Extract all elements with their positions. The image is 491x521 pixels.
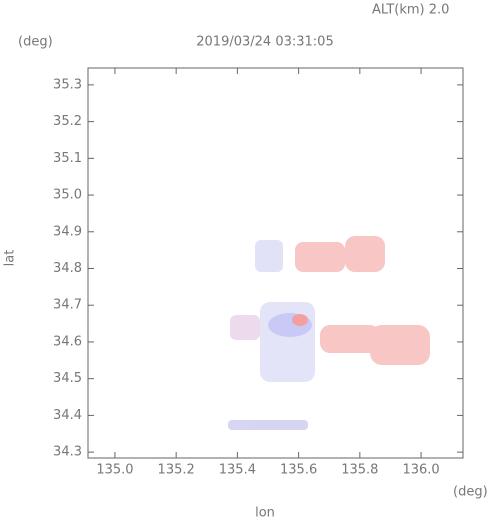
y-tick-label: 34.9 (53, 224, 82, 239)
y-tick-label: 34.6 (53, 334, 82, 349)
x-tick-label: 135.4 (219, 463, 256, 478)
echo (295, 242, 345, 272)
echo (370, 325, 430, 365)
y-tick-label: 34.7 (53, 298, 82, 313)
echo (228, 420, 308, 430)
x-tick-label: 135.8 (341, 463, 378, 478)
y-tick-label: 35.2 (53, 114, 82, 129)
y-tick-label: 35.1 (53, 151, 82, 166)
y-tick-label: 34.3 (53, 445, 82, 460)
y-axis-label: lat (3, 250, 18, 267)
y-tick-label: 34.4 (53, 408, 82, 423)
y-tick-label: 34.8 (53, 261, 82, 276)
echo (255, 240, 283, 272)
echo (230, 315, 260, 340)
y-tick-label: 35.3 (53, 77, 82, 92)
echo (345, 236, 385, 272)
x-unit: (deg) (453, 485, 488, 500)
x-axis-label: lon (255, 506, 275, 521)
y-tick-label: 35.0 (53, 188, 82, 203)
x-tick-label: 135.6 (280, 463, 317, 478)
x-tick-label: 135.2 (158, 463, 195, 478)
altitude-label: ALT(km) 2.0 (372, 3, 449, 18)
echo (292, 314, 308, 326)
x-tick-label: 136.0 (402, 463, 439, 478)
y-unit: (deg) (18, 35, 53, 50)
y-tick-label: 34.5 (53, 371, 82, 386)
echo (320, 325, 380, 353)
echo-regions (228, 236, 430, 430)
chart-title: 2019/03/24 03:31:05 (196, 35, 333, 50)
x-tick-label: 135.0 (96, 463, 133, 478)
plot-frame (87, 67, 464, 459)
